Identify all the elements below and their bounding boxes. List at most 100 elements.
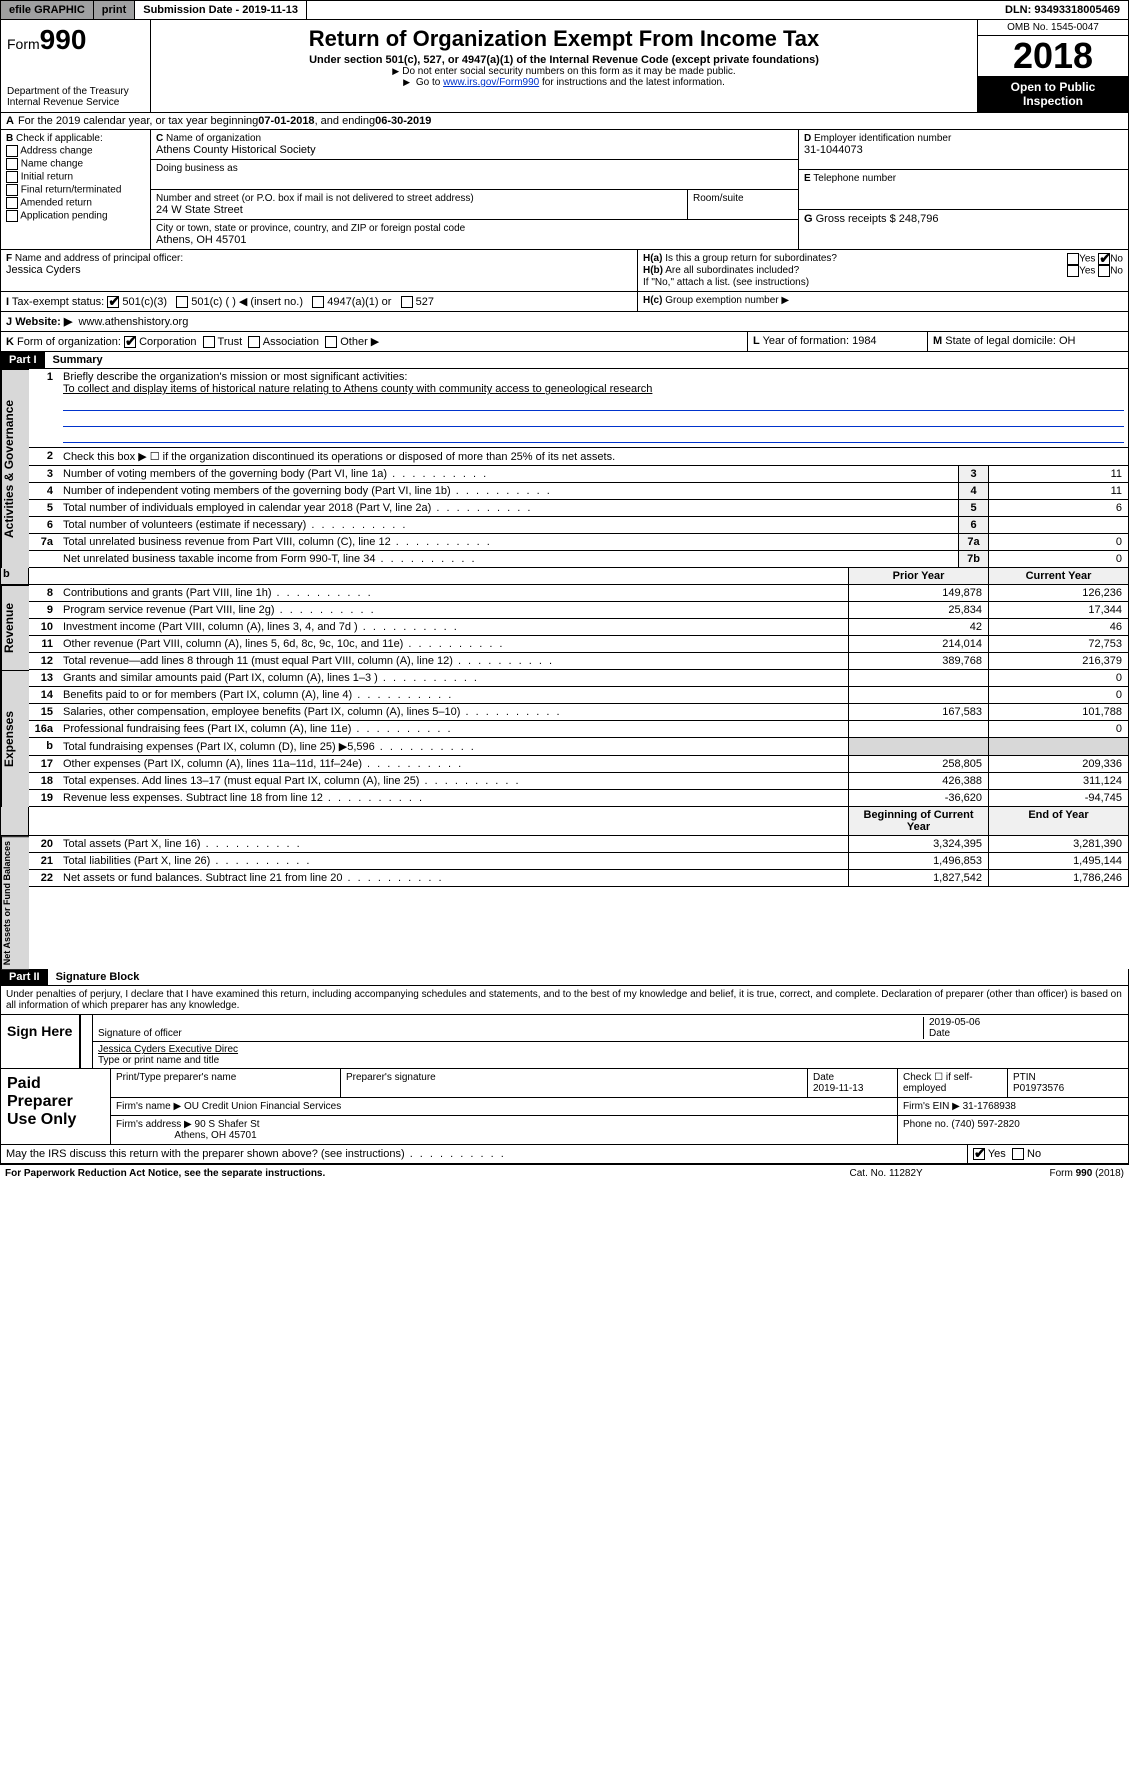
chk-amended[interactable]: Amended return (6, 197, 145, 209)
discuss-no[interactable] (1012, 1148, 1024, 1160)
line-15: 15 Salaries, other compensation, employe… (29, 704, 1129, 721)
topbar: efile GRAPHIC print Submission Date - 20… (0, 0, 1129, 20)
ein: 31-1044073 (804, 144, 1123, 156)
netassets-section: Net Assets or Fund Balances 20 Total ass… (0, 836, 1129, 969)
chk-other[interactable] (325, 336, 337, 348)
efile-btn[interactable]: efile GRAPHIC (1, 1, 94, 19)
year-formation: 1984 (852, 335, 876, 347)
line-b: b Total fundraising expenses (Part IX, c… (29, 738, 1129, 756)
subdate-label: Submission Date - (143, 4, 242, 16)
sign-date: 2019-05-06 (929, 1017, 1123, 1028)
firm-name: OU Credit Union Financial Services (184, 1101, 341, 1112)
subdate-val: 2019-11-13 (242, 4, 298, 16)
state-domicile: OH (1059, 335, 1076, 347)
line-20: 20 Total assets (Part X, line 16) 3,324,… (29, 836, 1129, 853)
website: www.athenshistory.org (78, 316, 188, 328)
form-header: Form990 Department of the Treasury Inter… (0, 20, 1129, 113)
row-i: I Tax-exempt status: 501(c)(3) 501(c) ( … (0, 292, 1129, 312)
chk-initial-return[interactable]: Initial return (6, 171, 145, 183)
chk-4947[interactable] (312, 296, 324, 308)
line-12: 12 Total revenue—add lines 8 through 11 … (29, 653, 1129, 670)
ha-yes[interactable] (1067, 253, 1079, 265)
line-10: 10 Investment income (Part VIII, column … (29, 619, 1129, 636)
line-16a: 16a Professional fundraising fees (Part … (29, 721, 1129, 738)
line-7b: Net unrelated business taxable income fr… (29, 551, 1129, 568)
section-bcdeg: B Check if applicable: Address change Na… (0, 130, 1129, 250)
ha-no[interactable] (1098, 253, 1110, 265)
tax-year: 2018 (978, 36, 1128, 76)
line-5: 5 Total number of individuals employed i… (29, 500, 1129, 517)
perjury-text: Under penalties of perjury, I declare th… (0, 986, 1129, 1015)
org-name: Athens County Historical Society (156, 144, 793, 156)
part1-header: Part I Summary (0, 352, 1129, 369)
chk-final-return[interactable]: Final return/terminated (6, 184, 145, 196)
chk-corp[interactable] (124, 336, 136, 348)
prep-date: 2019-11-13 (813, 1083, 863, 1094)
line-3: 3 Number of voting members of the govern… (29, 466, 1129, 483)
discuss-yes[interactable] (973, 1148, 985, 1160)
line-17: 17 Other expenses (Part IX, column (A), … (29, 756, 1129, 773)
dln: DLN: 93493318005469 (997, 1, 1128, 19)
firm-ein: 31-1768938 (963, 1101, 1016, 1112)
form-subtitle: Under section 501(c), 527, or 4947(a)(1)… (157, 54, 971, 66)
dln-label: DLN: (1005, 4, 1034, 16)
note-goto: Go to www.irs.gov/Form990 for instructio… (157, 77, 971, 88)
line-7a: 7a Total unrelated business revenue from… (29, 534, 1129, 551)
sign-block: Sign Here Signature of officer 2019-05-0… (0, 1015, 1129, 1069)
firm-phone: (740) 597-2820 (951, 1119, 1019, 1130)
col-b-checkboxes: B Check if applicable: Address change Na… (1, 130, 151, 249)
note-ssn: Do not enter social security numbers on … (157, 66, 971, 77)
chk-501c3[interactable] (107, 296, 119, 308)
line-11: 11 Other revenue (Part VIII, column (A),… (29, 636, 1129, 653)
dept-treasury: Department of the Treasury Internal Reve… (7, 86, 144, 108)
open-public: Open to PublicInspection (978, 76, 1128, 112)
row-klm: K Form of organization: Corporation Trus… (0, 332, 1129, 352)
line-19: 19 Revenue less expenses. Subtract line … (29, 790, 1129, 807)
chk-app-pending[interactable]: Application pending (6, 210, 145, 222)
row-fh: F Name and address of principal officer:… (0, 250, 1129, 292)
ptin: P01973576 (1013, 1083, 1064, 1094)
line-9: 9 Program service revenue (Part VIII, li… (29, 602, 1129, 619)
city-state-zip: Athens, OH 45701 (156, 234, 793, 246)
governance-section: Activities & Governance 1 Briefly descri… (0, 369, 1129, 568)
line-8: 8 Contributions and grants (Part VIII, l… (29, 585, 1129, 602)
hb-no[interactable] (1098, 265, 1110, 277)
firm-addr: 90 S Shafer St (195, 1119, 260, 1130)
chk-527[interactable] (401, 296, 413, 308)
form-ref: Form 990 (2018) (1050, 1168, 1124, 1179)
row-j-website: J Website: ▶ www.athenshistory.org (0, 312, 1129, 332)
line-14: 14 Benefits paid to or for members (Part… (29, 687, 1129, 704)
submission-date: Submission Date - 2019-11-13 (135, 1, 307, 19)
street-address: 24 W State Street (156, 204, 682, 216)
chk-501c[interactable] (176, 296, 188, 308)
irs-link[interactable]: www.irs.gov/Form990 (443, 77, 539, 88)
line-22: 22 Net assets or fund balances. Subtract… (29, 870, 1129, 887)
chk-assoc[interactable] (248, 336, 260, 348)
dln-val: 93493318005469 (1034, 4, 1120, 16)
footer: For Paperwork Reduction Act Notice, see … (0, 1164, 1129, 1182)
mission: To collect and display items of historic… (63, 383, 652, 395)
line-13: 13 Grants and similar amounts paid (Part… (29, 670, 1129, 687)
chk-trust[interactable] (203, 336, 215, 348)
room-suite-label: Room/suite (688, 190, 798, 219)
chk-address-change[interactable]: Address change (6, 145, 145, 157)
chk-name-change[interactable]: Name change (6, 158, 145, 170)
principal-officer: Jessica Cyders (6, 264, 632, 276)
expenses-section: Expenses 13 Grants and similar amounts p… (0, 670, 1129, 807)
line-4: 4 Number of independent voting members o… (29, 483, 1129, 500)
omb-number: OMB No. 1545-0047 (978, 20, 1128, 36)
col-c: C Name of organization Athens County His… (151, 130, 798, 249)
col-deg: D Employer identification number 31-1044… (798, 130, 1128, 249)
form-title: Return of Organization Exempt From Incom… (157, 26, 971, 52)
line-6: 6 Total number of volunteers (estimate i… (29, 517, 1129, 534)
revenue-section: Revenue 8 Contributions and grants (Part… (0, 585, 1129, 670)
gross-receipts: 248,796 (899, 213, 939, 225)
paid-preparer-block: Paid Preparer Use Only Print/Type prepar… (0, 1069, 1129, 1145)
pycy-header: b Prior YearCurrent Year (0, 568, 1129, 585)
hb-yes[interactable] (1067, 265, 1079, 277)
line-18: 18 Total expenses. Add lines 13–17 (must… (29, 773, 1129, 790)
bycy-header: Beginning of Current YearEnd of Year (0, 807, 1129, 836)
row-a-tax-year: A For the 2019 calendar year, or tax yea… (0, 113, 1129, 130)
print-btn[interactable]: print (94, 1, 135, 19)
officer-name: Jessica Cyders Executive Direc (98, 1044, 238, 1055)
